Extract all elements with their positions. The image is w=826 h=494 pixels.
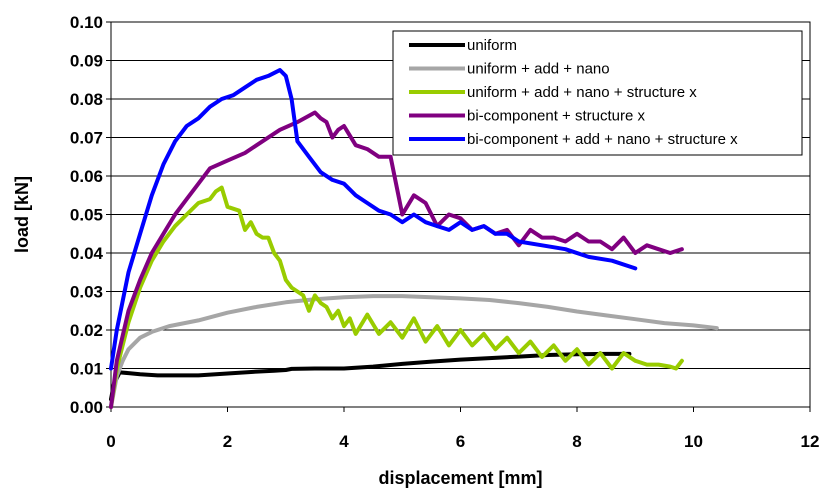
axes: 0.00 0.01 0.02 0.03 0.04 0.05 0.06 0.07 0.08 0.09… <box>70 13 820 451</box>
series-line-1 <box>109 351 632 402</box>
y-tick-label: 0.03 <box>70 283 103 302</box>
y-axis-label: load [kN] <box>12 176 32 253</box>
x-tick-label: 8 <box>572 432 581 451</box>
x-tick-label: 6 <box>456 432 465 451</box>
legend-label: bi-component + structure x <box>467 108 646 125</box>
x-axis-label: displacement [mm] <box>378 468 542 488</box>
x-tick-label: 4 <box>339 432 349 451</box>
y-tick-label: 0.10 <box>70 13 103 32</box>
series-line-2 <box>109 294 719 409</box>
y-tick-label: 0.08 <box>70 90 103 109</box>
y-tick-label: 0.02 <box>70 321 103 340</box>
series-line-3 <box>109 185 684 409</box>
legend-label: uniform + add + nano + structure x <box>467 84 697 101</box>
y-tick-label: 0.09 <box>70 52 103 71</box>
y-tick-label: 0.00 <box>70 398 103 417</box>
y-tick-label: 0.05 <box>70 206 103 225</box>
y-tick-label: 0.07 <box>70 129 103 148</box>
x-tick-label: 12 <box>801 432 820 451</box>
y-tick-label: 0.04 <box>70 244 104 263</box>
x-tick-label: 10 <box>684 432 703 451</box>
series-line-4 <box>109 110 684 409</box>
legend-label: uniform <box>467 37 517 54</box>
legend-label: bi-component + add + nano + structure x <box>467 131 738 148</box>
y-tick-label: 0.01 <box>70 360 103 379</box>
legend-label: uniform + add + nano <box>467 61 610 78</box>
series-line-5 <box>109 68 638 371</box>
x-tick-label: 2 <box>223 432 232 451</box>
y-tick-label: 0.06 <box>70 167 103 186</box>
x-tick-label: 0 <box>106 432 115 451</box>
series-layer <box>109 68 719 409</box>
legend: uniform uniform + add + nano uniform + add… <box>392 30 803 156</box>
